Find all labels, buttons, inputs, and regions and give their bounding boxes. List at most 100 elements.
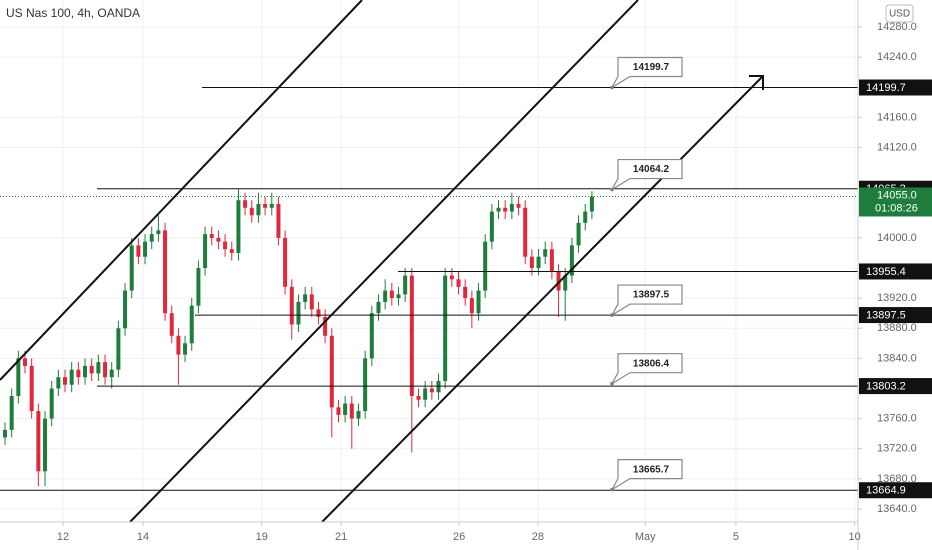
candle-body: [296, 301, 301, 325]
candle-body: [376, 301, 381, 314]
level-label: 13664.9: [866, 485, 906, 497]
candle-body: [549, 249, 554, 272]
candle-body: [436, 380, 441, 393]
level-label: 14199.7: [866, 82, 906, 94]
callout-box: [610, 284, 683, 317]
level-badge: [859, 79, 932, 96]
level-badge: [859, 378, 932, 395]
level-label: 13803.2: [866, 380, 906, 392]
candle-body: [203, 234, 208, 269]
candle-body: [323, 316, 328, 336]
candle-body: [483, 241, 488, 291]
candle-body: [536, 256, 541, 269]
currency-button[interactable]: [885, 4, 914, 23]
candle-body: [523, 207, 528, 257]
candles: [3, 188, 594, 487]
candle-body: [363, 358, 368, 412]
candle-body: [256, 203, 261, 216]
candle-body: [76, 369, 81, 378]
candle-body: [563, 275, 568, 291]
candle-body: [529, 256, 534, 269]
candle-body: [116, 328, 121, 370]
arrow-head: [749, 75, 764, 90]
candle-body: [423, 388, 428, 400]
level-badge: [859, 307, 932, 324]
callout-box: [610, 353, 683, 386]
candle-body: [443, 275, 448, 381]
candle-body: [463, 286, 468, 299]
candle-body: [149, 234, 154, 242]
candle-body: [183, 343, 188, 355]
current-price-badge: [859, 187, 932, 217]
candle-body: [516, 203, 521, 208]
candle-body: [356, 411, 361, 419]
callout-label: 13897.5: [633, 290, 670, 301]
candle-body: [349, 403, 354, 419]
candle-body: [289, 286, 294, 325]
candle-body: [43, 418, 48, 472]
y-tick-label: 13720.0: [877, 443, 917, 455]
candle-body: [276, 203, 281, 238]
x-tick-label: 12: [57, 531, 69, 543]
candle-body: [269, 203, 274, 208]
candle-body: [509, 203, 514, 212]
level-badge: [859, 482, 932, 499]
candle-body: [143, 241, 148, 257]
x-tick-label: 14: [137, 531, 149, 543]
candle-body: [449, 275, 454, 280]
countdown: 01:08:26: [875, 202, 918, 214]
candle-body: [16, 358, 21, 397]
candle-body: [556, 271, 561, 291]
candle-body: [429, 388, 434, 393]
callout-label: 13806.4: [633, 358, 670, 369]
candle-body: [336, 407, 341, 415]
candle-body: [303, 294, 308, 302]
current-price-label: 14055.0: [877, 189, 917, 201]
x-tick-label: May: [635, 531, 656, 543]
chart-title: US Nas 100, 4h, OANDA: [6, 6, 140, 20]
candle-body: [63, 377, 68, 385]
candle-body: [369, 313, 374, 359]
candle-body: [496, 207, 501, 212]
candle-body: [223, 241, 228, 250]
candle-body: [229, 249, 234, 253]
candle-body: [89, 365, 94, 374]
candle-body: [96, 362, 101, 374]
candle-body: [69, 369, 74, 385]
x-tick-label: 28: [532, 531, 544, 543]
y-tick-label: 14240.0: [877, 51, 917, 63]
candle-body: [169, 313, 174, 336]
candle-body: [236, 200, 241, 253]
y-tick-label: 13880.0: [877, 322, 917, 334]
candle-body: [29, 365, 34, 412]
candle-body: [83, 365, 88, 378]
callout-label: 14064.2: [633, 164, 670, 175]
currency[interactable]: USD: [889, 9, 910, 20]
callout-box: [610, 459, 683, 492]
candle-body: [589, 196, 594, 212]
candle-body: [36, 411, 41, 472]
candle-body: [3, 429, 8, 438]
y-tick-label: 14000.0: [877, 232, 917, 244]
candle-body: [196, 268, 201, 306]
candle-body: [129, 245, 134, 291]
channel-line: [0, 0, 363, 381]
level-badge: [859, 263, 932, 280]
candle-body: [416, 396, 421, 400]
y-tick-label: 14280.0: [877, 21, 917, 33]
candle-body: [283, 237, 288, 287]
candle-body: [396, 294, 401, 299]
candle-body: [389, 290, 394, 299]
candle-body: [216, 237, 221, 242]
candle-body: [163, 230, 168, 314]
x-tick-label: 5: [733, 531, 739, 543]
y-tick-label: 13840.0: [877, 352, 917, 364]
candle-body: [583, 211, 588, 223]
axis: 13640.0 13680.0 13720.0 13760.0 13840.0 13880…: [57, 21, 917, 543]
candle-body: [543, 249, 548, 257]
candle-body: [9, 396, 14, 430]
channel-line: [129, 0, 639, 523]
x-tick-label: 21: [335, 531, 347, 543]
candle-body: [136, 245, 141, 257]
